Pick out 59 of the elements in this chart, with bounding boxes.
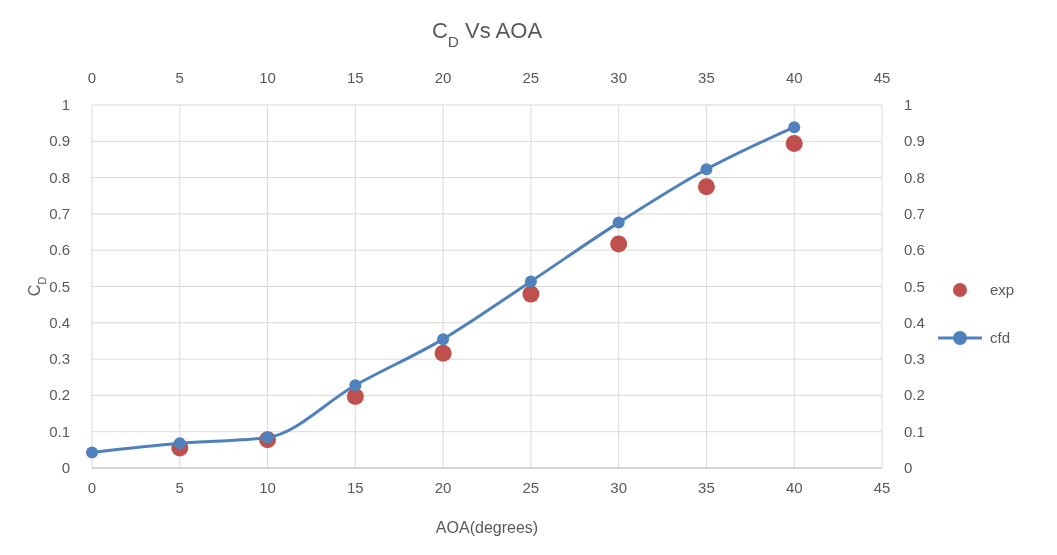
y-tick-label: 0 bbox=[61, 459, 70, 476]
point bbox=[437, 333, 450, 346]
y2-tick-label: 0 bbox=[904, 459, 913, 476]
x2-tick-label: 45 bbox=[873, 69, 891, 86]
y2-tick-label: 0.5 bbox=[904, 277, 925, 295]
x2-tick-label: 10 bbox=[259, 69, 276, 86]
x-tick-label: 10 bbox=[259, 479, 276, 496]
y2-tick-label: 0.3 bbox=[904, 350, 925, 368]
y2-tick-label: 0.1 bbox=[904, 422, 925, 440]
x-tick-label: 40 bbox=[785, 479, 803, 496]
y2-tick-label: 0.2 bbox=[904, 386, 925, 404]
x-tick-label: 35 bbox=[698, 479, 715, 496]
y2-tick-label: 0.4 bbox=[904, 313, 925, 331]
point bbox=[349, 379, 362, 392]
legend-label: exp bbox=[990, 281, 1015, 298]
point bbox=[697, 178, 715, 196]
x2-tick-label: 15 bbox=[346, 69, 364, 86]
x2-tick-label: 20 bbox=[434, 69, 452, 86]
y-tick-label: 0.8 bbox=[49, 168, 70, 186]
legend-label: cfd bbox=[990, 329, 1011, 346]
x-tick-label: 45 bbox=[873, 479, 891, 496]
x-tick-label: 0 bbox=[87, 479, 97, 496]
y-tick-label: 0.5 bbox=[49, 277, 70, 295]
y-tick-label: 0.3 bbox=[49, 350, 70, 368]
x-tick-label: 25 bbox=[522, 479, 540, 496]
y2-tick-label: 0.9 bbox=[904, 132, 925, 150]
x2-tick-label: 35 bbox=[698, 69, 715, 86]
x2-tick-label: 25 bbox=[522, 69, 540, 86]
x2-tick-label: 0 bbox=[87, 69, 97, 86]
x-tick-label: 5 bbox=[175, 479, 184, 496]
x-tick-label: 30 bbox=[610, 479, 628, 496]
point bbox=[346, 387, 364, 405]
point bbox=[86, 446, 98, 459]
point bbox=[612, 216, 625, 229]
x2-tick-label: 40 bbox=[785, 69, 803, 86]
y-tick-label: 0.2 bbox=[49, 386, 70, 404]
x-axis-title: AOA(degrees) bbox=[435, 519, 539, 536]
chart-title: C$_{D}$ Vs AOA bbox=[431, 18, 543, 50]
y-tick-label: 0.7 bbox=[49, 204, 70, 222]
y-tick-label: 0.6 bbox=[49, 241, 70, 259]
point bbox=[434, 344, 452, 362]
point bbox=[700, 163, 713, 176]
y2-tick-label: 0.8 bbox=[904, 168, 925, 186]
point bbox=[524, 275, 537, 288]
y-tick-label: 0.4 bbox=[49, 313, 70, 331]
point bbox=[522, 285, 540, 303]
y-tick-label: 0.1 bbox=[49, 422, 70, 440]
point bbox=[788, 121, 801, 134]
x-tick-label: 20 bbox=[434, 479, 452, 496]
x2-tick-label: 30 bbox=[610, 69, 628, 86]
y-tick-label: 0.9 bbox=[49, 132, 70, 150]
point bbox=[610, 235, 628, 253]
x2-tick-label: 5 bbox=[175, 69, 184, 86]
y2-tick-label: 0.7 bbox=[904, 204, 925, 222]
x-tick-label: 15 bbox=[346, 479, 364, 496]
y2-tick-label: 1 bbox=[904, 96, 913, 113]
y-tick-label: 1 bbox=[61, 96, 70, 113]
point bbox=[785, 134, 803, 152]
y2-tick-label: 0.6 bbox=[904, 241, 925, 259]
